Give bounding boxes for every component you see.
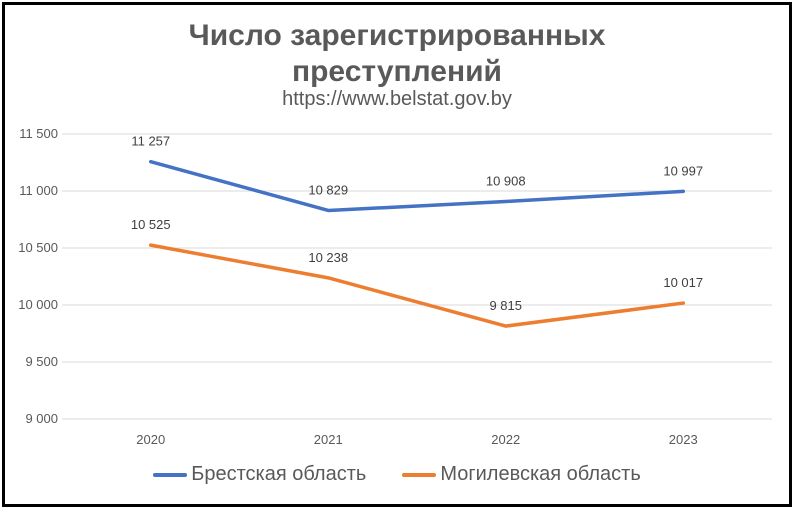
chart-legend: Брестская область Могилевская область [0,463,794,486]
data-label: 10 238 [308,250,348,265]
y-tick-label: 11 500 [19,126,58,141]
data-label: 10 017 [663,275,703,290]
y-tick-label: 10 000 [18,297,58,312]
y-tick-label: 10 500 [18,240,58,255]
data-point [504,199,508,203]
data-label: 10 525 [131,217,171,232]
data-point [149,243,153,247]
data-point [149,160,153,164]
data-label: 10 829 [308,182,348,197]
data-label: 10 997 [663,163,703,178]
legend-item-brest: Брестская область [153,463,366,486]
data-label: 11 257 [131,134,170,149]
y-tick-label: 9 500 [25,354,58,369]
data-point [326,276,330,280]
legend-swatch-mogilev [402,472,437,477]
x-tick-label: 2023 [669,432,698,447]
series-line [149,159,685,213]
x-tick-label: 2020 [136,432,165,447]
data-point [681,189,685,193]
legend-swatch-brest [153,472,188,477]
x-tick-label: 2021 [314,432,343,447]
chart-title: Число зарегистрированных преступлений [0,18,794,90]
data-point [681,301,685,305]
data-label: 10 908 [486,173,526,188]
legend-item-mogilev: Могилевская область [402,463,641,486]
legend-label-mogilev: Могилевская область [440,463,641,485]
legend-label-brest: Брестская область [191,463,367,485]
y-tick-label: 9 000 [25,411,58,426]
data-point [326,208,330,212]
chart-subtitle: https://www.belstat.gov.by [282,88,512,110]
data-label: 9 815 [489,298,522,313]
y-tick-label: 11 000 [19,183,58,198]
chart-title-line-2: преступлений [291,55,502,88]
x-tick-label: 2022 [491,432,520,447]
chart-title-line-1: Число зарегистрированных [188,19,606,52]
data-point [504,324,508,328]
series-line [149,243,685,328]
